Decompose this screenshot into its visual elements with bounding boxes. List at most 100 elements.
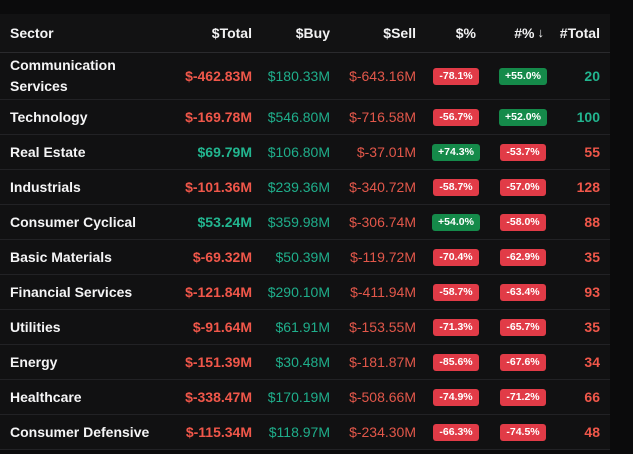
total-value: $-151.39M [185, 354, 252, 370]
header-hash-pct-label: #% [514, 25, 535, 41]
table-row[interactable]: Communication Services $-462.83M $180.33… [0, 53, 610, 100]
hash-pct-cell: -62.9% [482, 248, 550, 266]
pct-badge: -66.3% [433, 423, 479, 441]
hash-pct-badge: -62.9% [500, 248, 546, 266]
hash-pct-cell: -71.2% [482, 388, 550, 406]
count-value: 55 [584, 144, 600, 160]
count-value: 66 [584, 389, 600, 405]
pct-badge: -56.7% [433, 108, 479, 126]
total-value: $-462.83M [185, 68, 252, 84]
sector-name: Technology [10, 108, 88, 125]
total-value: $-169.78M [185, 109, 252, 125]
table-row[interactable]: Basic Materials $-69.32M $50.39M $-119.7… [0, 240, 610, 275]
pct-badge: +74.3% [432, 143, 480, 161]
sector-name: Industrials [10, 178, 81, 195]
sector-name: Consumer Defensive [10, 423, 150, 440]
pct-badge: -78.1% [433, 67, 479, 85]
sector-name: Consumer Cyclical [10, 213, 137, 230]
table-row[interactable]: Consumer Defensive $-115.34M $118.97M $-… [0, 415, 610, 450]
count-value: 93 [584, 284, 600, 300]
sector-name: Energy [10, 353, 58, 370]
sector-name: Basic Materials [10, 248, 112, 265]
sector-table: Sector $Total $Buy $Sell $% #% ↓ #Total … [0, 14, 610, 450]
pct-badge: +54.0% [432, 213, 480, 231]
sell-value: $-153.55M [349, 319, 416, 335]
sell-value: $-119.72M [350, 249, 416, 265]
pct-cell: -85.6% [416, 353, 482, 371]
hash-pct-cell: -53.7% [482, 143, 550, 161]
table-body: Communication Services $-462.83M $180.33… [0, 53, 610, 450]
count-value: 34 [584, 354, 600, 370]
buy-value: $118.97M [268, 424, 330, 440]
hash-pct-badge: -57.0% [500, 178, 546, 196]
count-value: 35 [584, 319, 600, 335]
buy-value: $546.80M [267, 109, 330, 125]
sell-value: $-716.58M [349, 109, 416, 125]
sector-name: Financial Services [10, 283, 133, 300]
hash-pct-cell: -65.7% [482, 318, 550, 336]
buy-value: $61.91M [275, 319, 330, 335]
sector-name: Healthcare [10, 388, 82, 405]
hash-pct-badge: -65.7% [500, 318, 546, 336]
hash-pct-cell: -67.6% [482, 353, 550, 371]
pct-badge: -58.7% [433, 178, 479, 196]
table-row[interactable]: Healthcare $-338.47M $170.19M $-508.66M … [0, 380, 610, 415]
hash-pct-badge: -67.6% [500, 353, 546, 371]
pct-cell: -66.3% [416, 423, 482, 441]
total-value: $-69.32M [192, 249, 252, 265]
total-value: $-115.34M [185, 424, 252, 440]
count-value: 128 [576, 179, 600, 195]
buy-value: $359.98M [267, 214, 330, 230]
hash-pct-cell: -74.5% [482, 423, 550, 441]
pct-cell: -78.1% [416, 67, 482, 85]
total-value: $69.79M [197, 144, 252, 160]
hash-pct-badge: -58.0% [500, 213, 546, 231]
sector-name: Utilities [10, 318, 61, 335]
header-count[interactable]: #Total [559, 25, 600, 41]
pct-cell: -71.3% [416, 318, 482, 336]
header-sector[interactable]: Sector [10, 24, 54, 41]
hash-pct-cell: +52.0% [482, 108, 550, 126]
hash-pct-badge: -63.4% [500, 283, 546, 301]
hash-pct-badge: -71.2% [500, 388, 546, 406]
buy-value: $290.10M [267, 284, 330, 300]
hash-pct-cell: -58.0% [482, 213, 550, 231]
pct-cell: -70.4% [416, 248, 482, 266]
total-value: $-101.36M [185, 179, 252, 195]
table-row[interactable]: Consumer Cyclical $53.24M $359.98M $-306… [0, 205, 610, 240]
buy-value: $180.33M [267, 68, 330, 84]
table-row[interactable]: Energy $-151.39M $30.48M $-181.87M -85.6… [0, 345, 610, 380]
header-sell[interactable]: $Sell [383, 25, 416, 41]
sell-value: $-411.94M [350, 284, 416, 300]
table-header: Sector $Total $Buy $Sell $% #% ↓ #Total [0, 14, 610, 53]
sell-value: $-37.01M [356, 144, 416, 160]
sell-value: $-306.74M [349, 214, 416, 230]
table-row[interactable]: Technology $-169.78M $546.80M $-716.58M … [0, 100, 610, 135]
total-value: $-121.84M [185, 284, 252, 300]
total-value: $53.24M [197, 214, 252, 230]
pct-cell: +54.0% [416, 213, 482, 231]
hash-pct-badge: -74.5% [500, 423, 546, 441]
pct-badge: -85.6% [433, 353, 479, 371]
pct-cell: -58.7% [416, 178, 482, 196]
header-total[interactable]: $Total [211, 25, 252, 41]
hash-pct-cell: -57.0% [482, 178, 550, 196]
hash-pct-cell: -63.4% [482, 283, 550, 301]
table-row[interactable]: Financial Services $-121.84M $290.10M $-… [0, 275, 610, 310]
header-hash-pct[interactable]: #% ↓ [482, 25, 550, 41]
pct-cell: +74.3% [416, 143, 482, 161]
table-row[interactable]: Real Estate $69.79M $106.80M $-37.01M +7… [0, 135, 610, 170]
sector-name: Real Estate [10, 143, 86, 160]
buy-value: $170.19M [267, 389, 330, 405]
pct-badge: -70.4% [433, 248, 479, 266]
header-buy[interactable]: $Buy [295, 25, 330, 41]
sell-value: $-340.72M [349, 179, 416, 195]
header-pct[interactable]: $% [455, 25, 476, 41]
count-value: 20 [584, 68, 600, 84]
pct-cell: -74.9% [416, 388, 482, 406]
sell-value: $-181.87M [349, 354, 416, 370]
table-row[interactable]: Utilities $-91.64M $61.91M $-153.55M -71… [0, 310, 610, 345]
table-row[interactable]: Industrials $-101.36M $239.36M $-340.72M… [0, 170, 610, 205]
count-value: 100 [576, 109, 600, 125]
